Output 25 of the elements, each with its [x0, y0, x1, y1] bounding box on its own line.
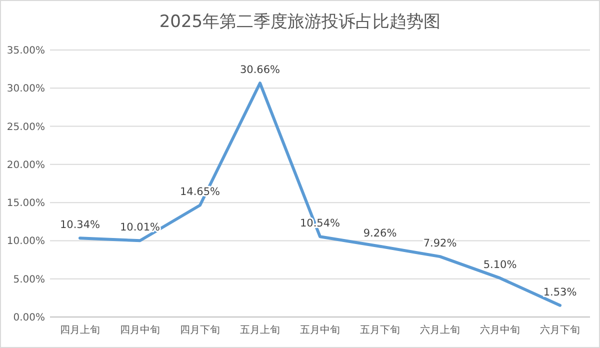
y-tick-label: 25.00% — [6, 122, 45, 133]
y-tick-label: 10.00% — [6, 236, 45, 248]
x-tick-label: 四月下旬 — [180, 324, 220, 336]
data-label: 30.66% — [240, 64, 280, 76]
y-tick-label: 35.00% — [6, 46, 45, 56]
y-tick-label: 30.00% — [6, 84, 45, 95]
data-label: 9.26% — [363, 227, 397, 240]
data-label: 5.10% — [483, 259, 517, 272]
x-tick-label: 五月下旬 — [360, 324, 400, 336]
data-label: 10.34% — [60, 219, 100, 232]
y-tick-label: 0.00% — [13, 312, 45, 324]
x-tick-label: 六月上旬 — [420, 324, 460, 336]
y-tick-label: 20.00% — [6, 160, 45, 171]
x-tick-label: 五月中旬 — [300, 324, 340, 336]
x-tick-label: 六月下旬 — [540, 324, 580, 336]
chart-title: 2025年第二季度旅游投诉占比趋势图 — [159, 12, 441, 32]
x-tick-label: 五月上旬 — [240, 324, 280, 336]
data-label: 7.92% — [423, 238, 457, 250]
y-tick-label: 15.00% — [6, 198, 45, 210]
data-label: 10.01% — [120, 222, 160, 234]
x-tick-label: 四月中旬 — [120, 324, 160, 336]
x-tick-label: 四月上旬 — [60, 324, 100, 336]
data-label: 1.53% — [543, 286, 577, 298]
x-tick-label: 六月中旬 — [480, 324, 520, 336]
y-tick-label: 5.00% — [13, 274, 45, 286]
